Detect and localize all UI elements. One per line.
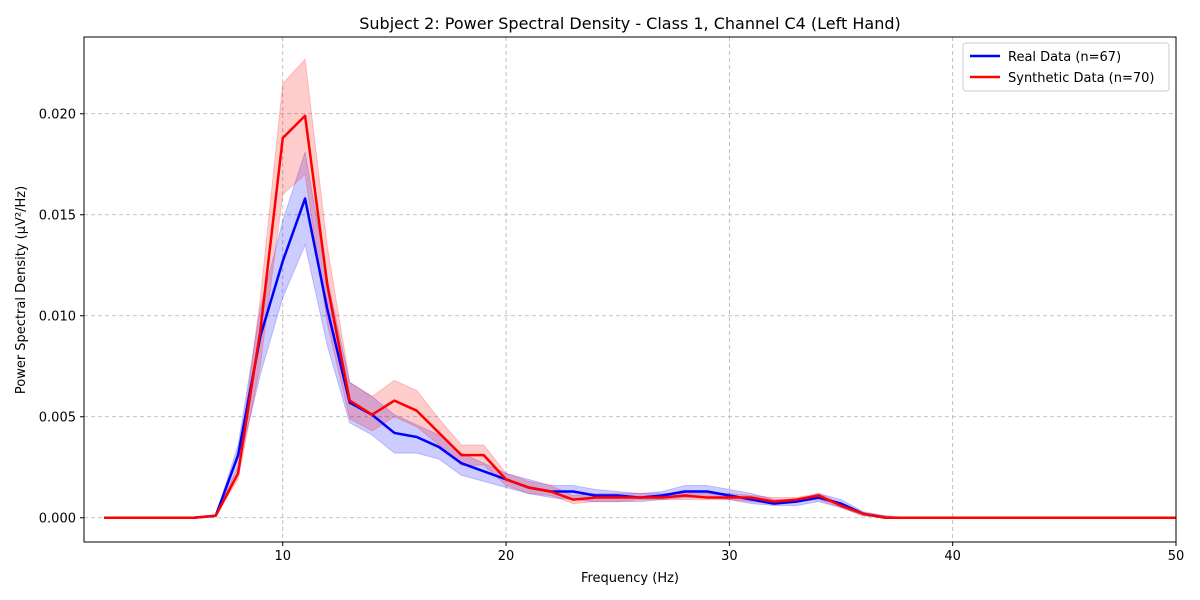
x-axis-ticks: 10 20 30 40 50 bbox=[274, 542, 1184, 564]
legend: Real Data (n=67) Synthetic Data (n=70) bbox=[962, 42, 1170, 92]
y-axis-ticks: 0.000 0.005 0.010 0.015 0.020 bbox=[39, 107, 84, 526]
plot-frame bbox=[83, 36, 1177, 543]
y-tick-label: 0.015 bbox=[39, 208, 76, 223]
series-lines bbox=[104, 114, 1176, 520]
x-tick-label: 50 bbox=[1168, 549, 1185, 564]
y-tick-label: 0.000 bbox=[39, 511, 76, 526]
confidence-bands bbox=[104, 58, 1176, 519]
x-tick-label: 40 bbox=[944, 549, 961, 564]
y-tick-label: 0.005 bbox=[39, 410, 76, 425]
legend-label-real: Real Data (n=67) bbox=[1008, 50, 1121, 65]
y-axis-label: Power Spectral Density (μV²/Hz) bbox=[14, 186, 29, 394]
y-tick-label: 0.010 bbox=[39, 309, 76, 324]
x-tick-label: 20 bbox=[498, 549, 515, 564]
x-tick-label: 10 bbox=[274, 549, 291, 564]
legend-box bbox=[962, 42, 1170, 92]
legend-label-synthetic: Synthetic Data (n=70) bbox=[1008, 71, 1155, 86]
chart-title: Subject 2: Power Spectral Density - Clas… bbox=[359, 14, 900, 33]
y-tick-label: 0.020 bbox=[39, 107, 76, 122]
series-line-synthetic bbox=[104, 114, 1176, 520]
band-synthetic bbox=[104, 58, 1176, 519]
x-axis-label: Frequency (Hz) bbox=[581, 571, 679, 586]
band-real bbox=[104, 151, 1176, 519]
x-tick-label: 30 bbox=[721, 549, 738, 564]
